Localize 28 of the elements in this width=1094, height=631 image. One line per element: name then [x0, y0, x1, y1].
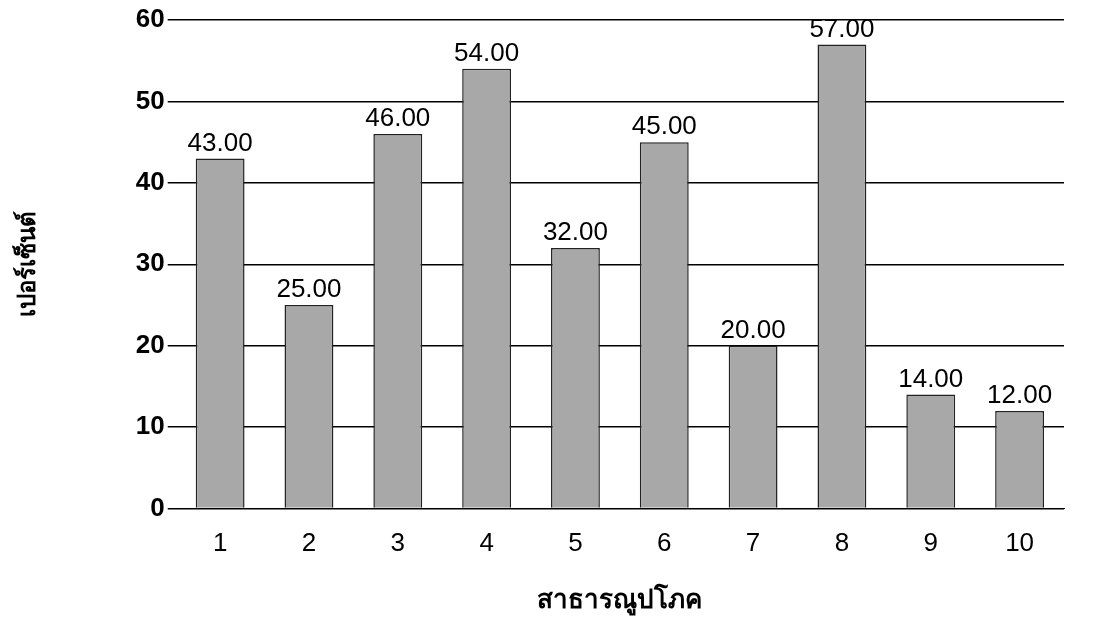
x-axis-title: สาธารณูปโภค: [537, 583, 703, 617]
data-label: 20.00: [720, 313, 786, 344]
x-tick-label: 5: [568, 527, 583, 558]
y-tick-label: 20: [135, 328, 165, 359]
x-tick-label: 3: [390, 527, 406, 558]
y-tick-label: 50: [135, 84, 165, 115]
y-tick-label: 40: [135, 166, 165, 197]
y-tick-label: 10: [135, 410, 165, 441]
y-tick-label: 60: [135, 3, 165, 34]
data-label: 25.00: [276, 273, 342, 304]
y-axis-title: เปอร์เซ็นต์: [11, 211, 41, 318]
x-tick-label: 10: [1005, 527, 1035, 558]
x-tick-label: 1: [212, 527, 228, 558]
x-tick-label: 9: [923, 527, 938, 558]
y-tick-label: 30: [135, 247, 165, 278]
data-label: 54.00: [454, 37, 520, 68]
data-label: 46.00: [365, 102, 431, 133]
y-tick-label: 0: [150, 491, 165, 522]
x-tick-label: 7: [745, 527, 761, 558]
data-label: 43.00: [187, 126, 253, 157]
data-label: 14.00: [898, 362, 964, 393]
x-tick-label: 4: [479, 527, 494, 558]
x-tick-label: 2: [301, 527, 317, 558]
data-label: 45.00: [631, 110, 697, 141]
data-label: 12.00: [987, 379, 1053, 410]
x-tick-label: 8: [834, 527, 850, 558]
x-tick-label: 6: [657, 527, 672, 558]
data-label: 32.00: [542, 216, 608, 247]
